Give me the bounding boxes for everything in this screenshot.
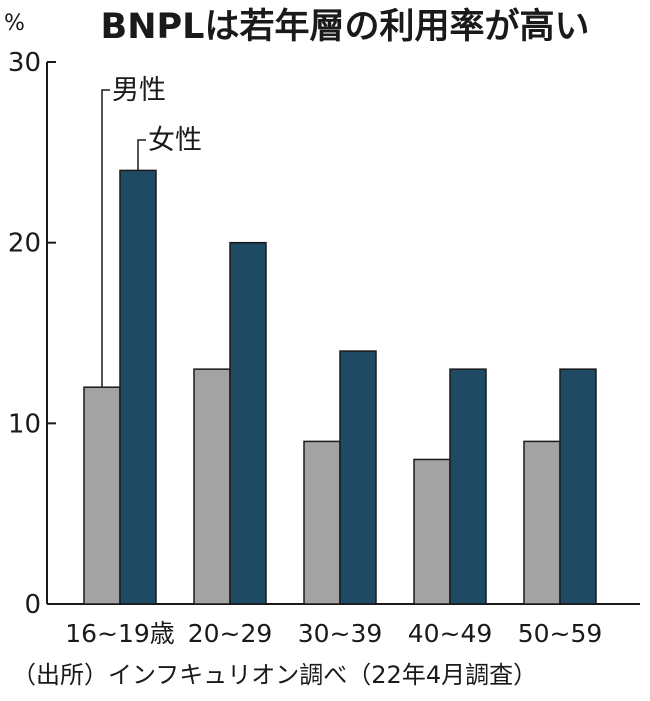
chart-title: BNPLは若年層の利用率が高い [101, 7, 590, 47]
legend-leader-male [101, 89, 110, 388]
x-tick-label: 40~49 [408, 619, 493, 648]
x-tick-label: 50~59 [518, 619, 603, 648]
bar-male [413, 458, 451, 605]
x-tick-label: 30~39 [298, 619, 383, 648]
x-tick-label: 20~29 [188, 619, 273, 648]
y-axis-unit: % [4, 11, 25, 36]
bar-female [229, 241, 267, 605]
y-tick-label: 30 [8, 48, 41, 78]
bar-female [559, 368, 597, 605]
bar-male [83, 386, 121, 605]
legend-label-male: 男性 [112, 75, 166, 106]
y-tick-label: 0 [24, 590, 41, 620]
legend-leader-female [137, 139, 146, 171]
bar-male [193, 368, 231, 605]
y-tick-label: 20 [8, 229, 41, 259]
bar-female [449, 368, 487, 605]
source-note: （出所）インフキュリオン調べ（22年4月調査） [12, 661, 537, 689]
bar-male [523, 440, 561, 605]
bar-male [303, 440, 341, 605]
x-tick-label: 16~19歳 [65, 619, 175, 648]
bar-female [119, 169, 157, 605]
y-tick-label: 10 [8, 409, 41, 439]
bar-female [339, 350, 377, 605]
legend-label-female: 女性 [148, 125, 202, 156]
